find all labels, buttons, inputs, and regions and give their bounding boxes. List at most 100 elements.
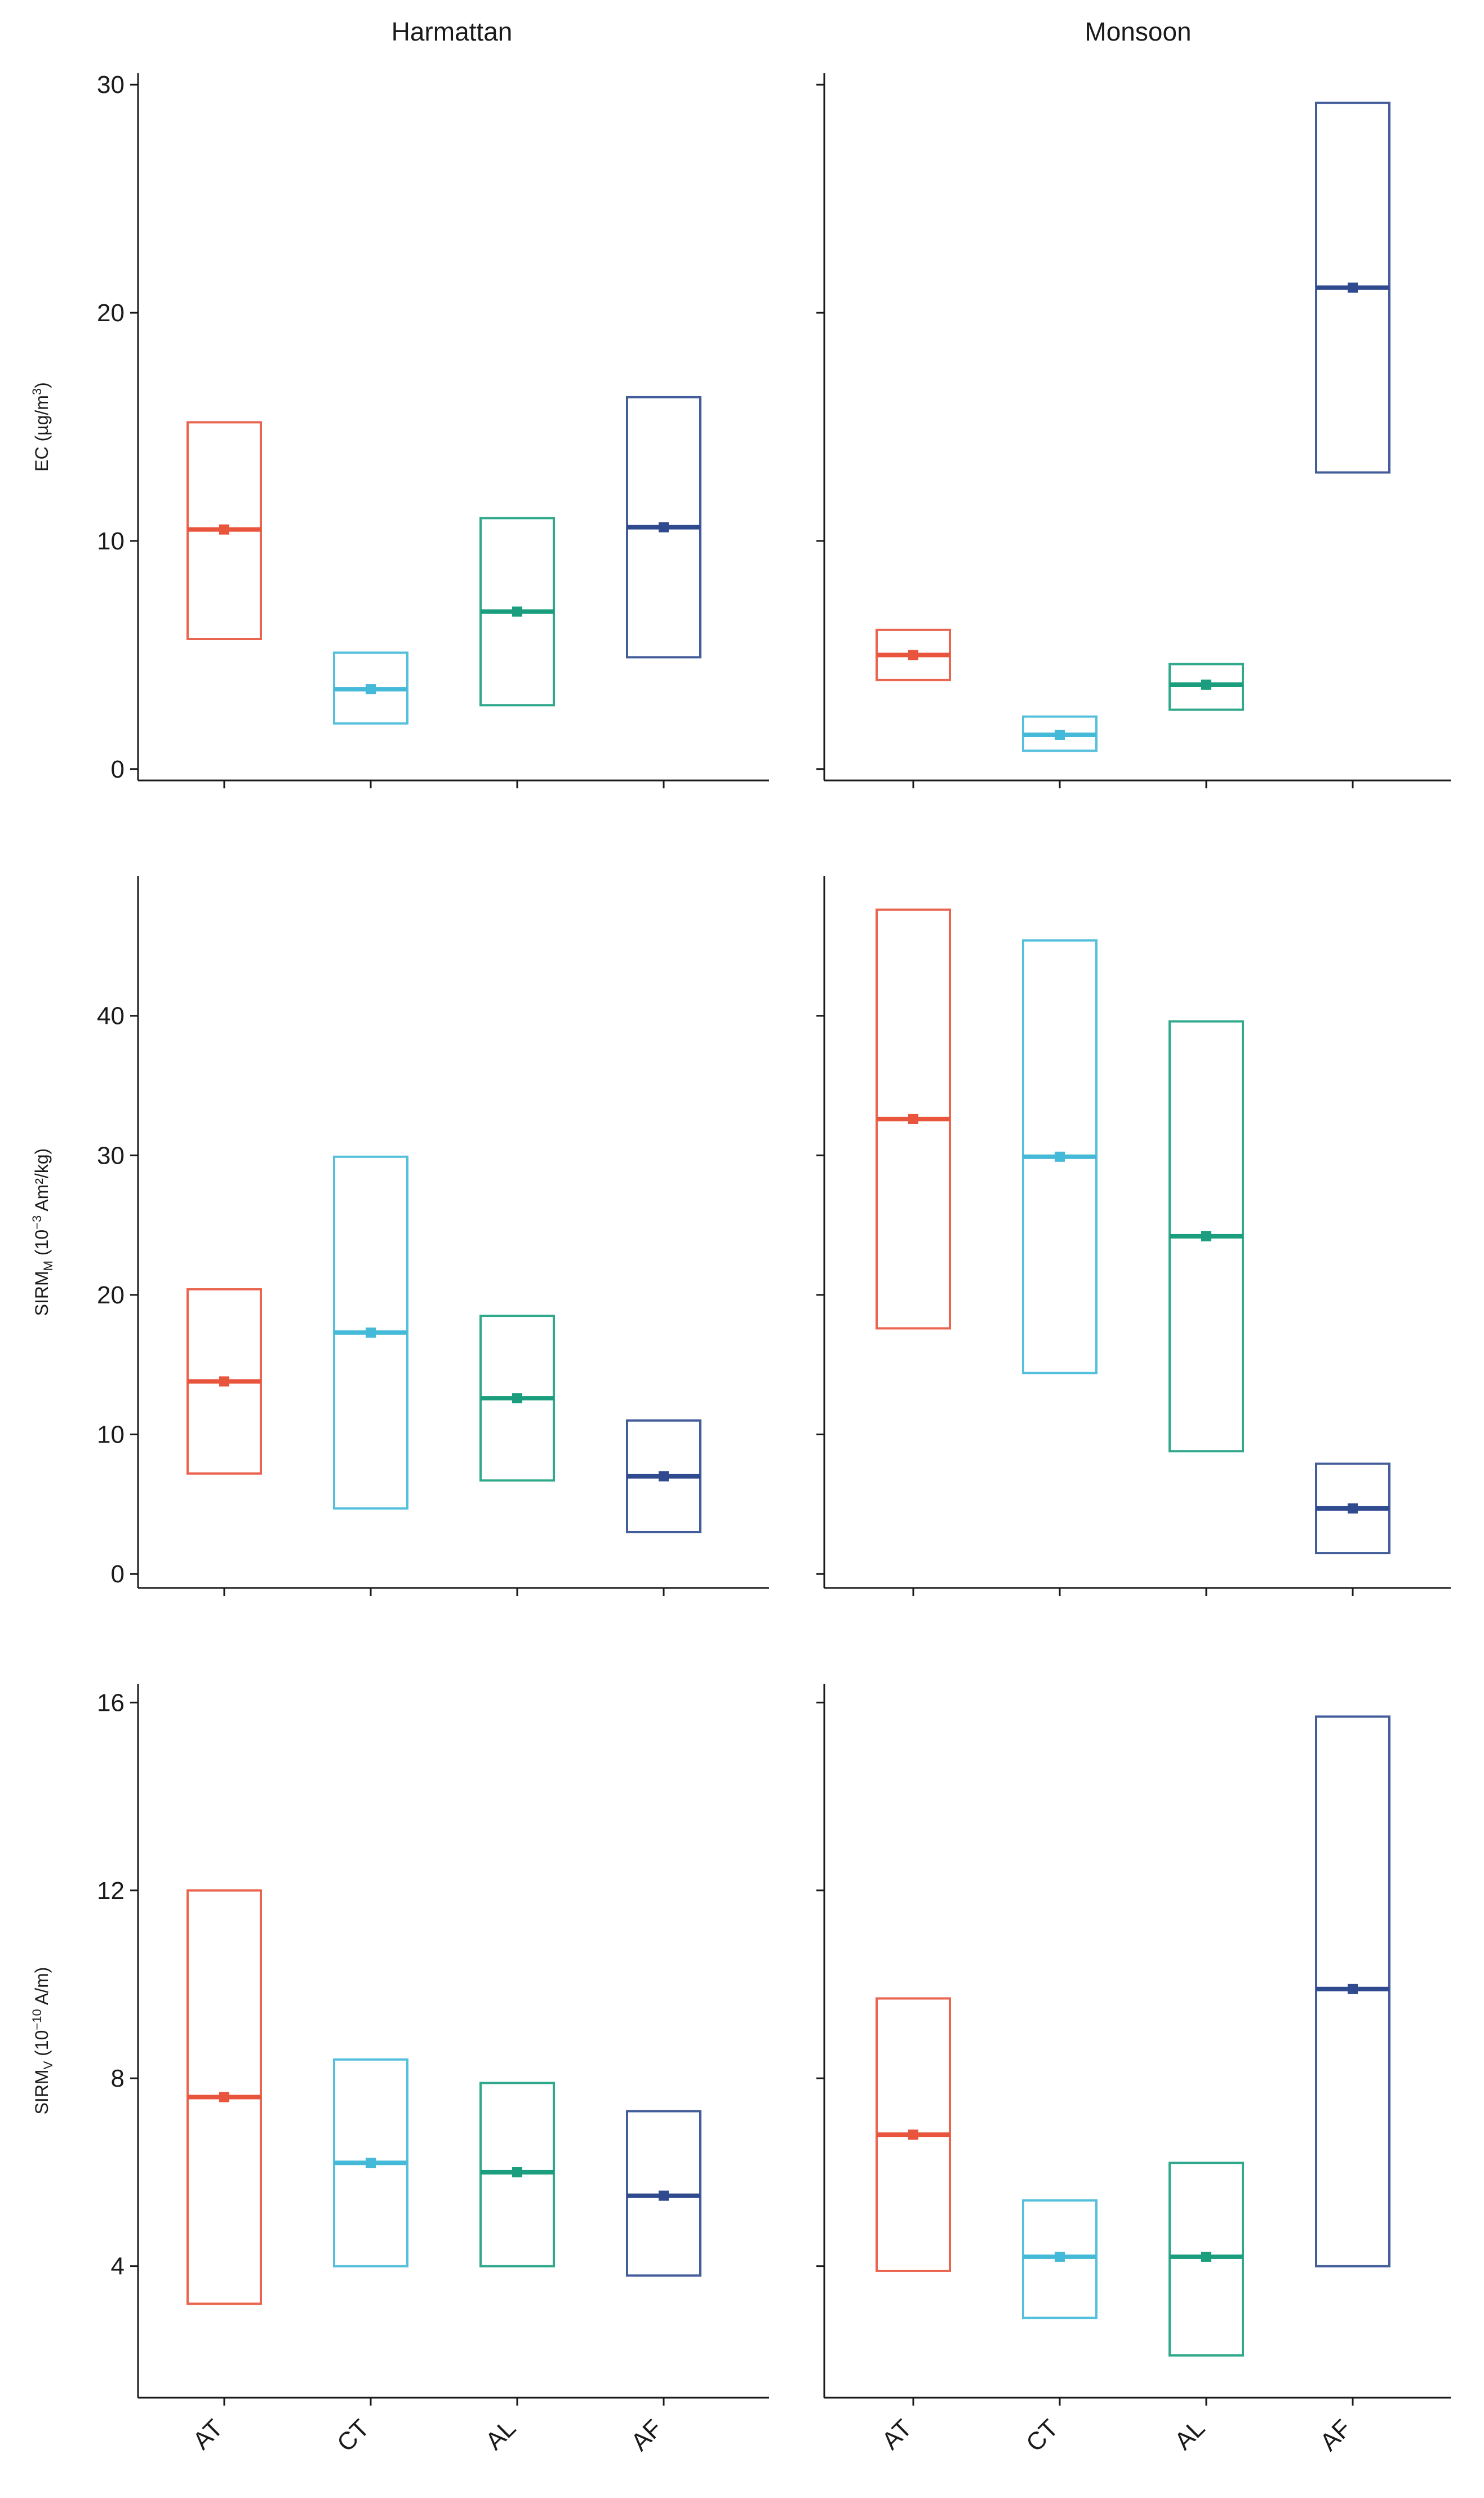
crossbar-box-al — [1168, 663, 1244, 711]
crossbar-mean-point-af — [1348, 282, 1358, 293]
crossbar-mean-point-at — [219, 524, 229, 535]
x-category-label-af-monsoon: AF — [1315, 2414, 1357, 2456]
crossbar-mean-point-af — [659, 2190, 669, 2201]
crossbar-mean-point-af — [659, 522, 669, 533]
crossbar-al — [479, 2082, 555, 2268]
x-axis-category-labels: AT CT AL AF AT CT AL AF — [188, 2414, 1357, 2457]
crossbar-af — [1315, 1462, 1390, 1555]
y-axis-title-subscript: M — [41, 1261, 55, 1271]
crossbar-box-ct — [1022, 2199, 1098, 2319]
crossbar-mean-point-at — [908, 2129, 918, 2140]
column-title-monsoon: Monsoon — [1085, 17, 1191, 46]
crossbar-mean-point-af — [659, 1471, 669, 1481]
y-tick-label: 4 — [111, 2253, 125, 2280]
crossbar-mean-point-al — [1201, 1231, 1211, 1241]
crossbar-al — [1168, 1020, 1244, 1453]
crossbar-af — [1315, 101, 1390, 474]
crossbar-mean-point-at — [219, 1376, 229, 1387]
crossbar-box-af — [626, 2110, 701, 2277]
crossbar-mean-point-ct — [1055, 730, 1065, 740]
crossbar-mean-point-ct — [366, 2158, 376, 2168]
x-category-label-at-harmattan: AT — [188, 2414, 228, 2455]
crossbar-at — [876, 908, 951, 1330]
crossbar-af — [626, 1419, 701, 1533]
y-tick-label: 8 — [111, 2065, 125, 2092]
y-tick-label: 30 — [97, 71, 125, 99]
panel-harmattan-row-3: 4 8 12 16 — [97, 1684, 769, 2406]
y-axis-title-subscript: V — [41, 2061, 55, 2069]
y-tick-label: 30 — [97, 1142, 125, 1169]
y-tick-label: 20 — [97, 299, 125, 327]
crossbar-af — [1315, 1715, 1390, 2268]
crossbar-ct — [1022, 2199, 1098, 2319]
crossbar-mean-point-at — [219, 2092, 229, 2102]
y-axis-title-main: EC (µg/m — [32, 395, 52, 472]
crossbar-af — [626, 396, 701, 659]
crossbar-mean-point-ct — [366, 684, 376, 695]
column-titles: Harmattan Monsoon — [392, 17, 1192, 46]
y-tick-label: 0 — [111, 1560, 125, 1588]
y-axis-title-end: A/m) — [32, 1967, 52, 2009]
x-category-label-al-harmattan: AL — [480, 2414, 521, 2455]
y-axis-title-main: SIRM — [32, 2069, 52, 2114]
y-tick-label: 40 — [97, 1002, 125, 1030]
y-axis-title-mid: (10 — [32, 1230, 52, 1261]
crossbar-at — [876, 1997, 951, 2272]
x-category-label-ct-harmattan: CT — [332, 2414, 375, 2457]
crossbar-al — [1168, 2162, 1244, 2357]
y-axis-title-end: ) — [32, 382, 52, 388]
crossbar-box-af — [1315, 1715, 1390, 2268]
chart-row-2: SIRMM (10−3 Am²/kg) 0 10 20 30 40 — [30, 876, 1451, 1596]
y-axis-title: SIRMM (10−3 Am²/kg) — [30, 1148, 55, 1316]
crossbar-at — [186, 1288, 262, 1475]
y-axis-title-mid: (10 — [32, 2030, 52, 2061]
crossbar-mean-point-al — [512, 1393, 522, 1404]
crossbar-box-al — [1168, 2162, 1244, 2357]
y-tick-label: 16 — [97, 1689, 125, 1716]
crossbar-ct — [333, 2058, 408, 2268]
y-axis-title-superscript: 3 — [30, 388, 44, 395]
crossbar-al — [479, 517, 555, 707]
crossbar-mean-point-af — [1348, 1984, 1358, 1994]
crossbar-mean-point-af — [1348, 1503, 1358, 1514]
y-axis-title: EC (µg/m3) — [30, 382, 52, 472]
y-tick-label: 20 — [97, 1281, 125, 1309]
crossbar-al — [1168, 663, 1244, 711]
crossbar-mean-point-al — [1201, 2251, 1211, 2262]
crossbar-mean-point-ct — [366, 1327, 376, 1338]
crossbar-mean-point-al — [1201, 679, 1211, 690]
panel-monsoon-row-1 — [816, 73, 1451, 788]
x-category-label-at-monsoon: AT — [877, 2414, 917, 2455]
crossbar-mean-point-al — [512, 606, 522, 617]
x-category-label-ct-monsoon: CT — [1021, 2414, 1064, 2457]
column-title-harmattan: Harmattan — [392, 17, 513, 46]
crossbar-mean-point-at — [908, 650, 918, 660]
panel-harmattan-row-1: 0 10 20 30 — [97, 71, 769, 788]
y-axis-title-main: SIRM — [32, 1271, 52, 1316]
crossbar-at — [876, 628, 951, 681]
crossbar-al — [479, 1315, 555, 1482]
y-tick-label: 0 — [111, 756, 125, 783]
crossbar-mean-point-al — [512, 2167, 522, 2177]
crossbar-af — [626, 2110, 701, 2277]
y-axis-title-superscript: −3 — [30, 1215, 44, 1230]
panel-harmattan-row-2: 0 10 20 30 40 — [97, 876, 769, 1596]
y-axis-title-end: Am²/kg) — [32, 1148, 52, 1215]
y-tick-label: 10 — [97, 527, 125, 555]
crossbar-ct — [1022, 715, 1098, 752]
y-axis-title-superscript: −10 — [30, 2009, 44, 2030]
crossbar-mean-point-at — [908, 1113, 918, 1124]
crossbar-ct — [333, 651, 408, 725]
crossbar-at — [186, 1889, 262, 2305]
x-category-label-af-harmattan: AF — [626, 2414, 668, 2456]
crossbar-at — [186, 421, 262, 640]
x-category-label-al-monsoon: AL — [1169, 2414, 1210, 2455]
panel-monsoon-row-2 — [816, 876, 1451, 1596]
crossbar-mean-point-ct — [1055, 1151, 1065, 1162]
y-axis-title: SIRMV (10−10 A/m) — [30, 1967, 55, 2115]
crossbar-box-al — [479, 2082, 555, 2268]
crossbar-ct — [333, 1155, 408, 1510]
chart-row-1: EC (µg/m3) 0 10 20 30 — [30, 71, 1451, 788]
